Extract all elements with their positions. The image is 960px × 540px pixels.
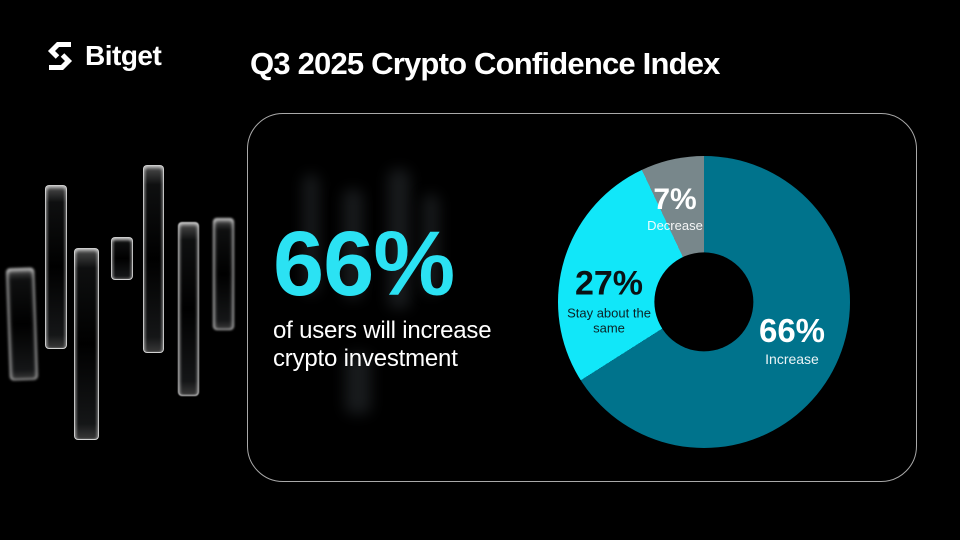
page-title: Q3 2025 Crypto Confidence Index: [250, 46, 720, 81]
headline-block: 66% of users will increase crypto invest…: [273, 218, 533, 373]
headline-caption-line-1: of users will increase: [273, 317, 492, 344]
segment-label-increase: 66% Increase: [758, 311, 826, 367]
blurred-bar: [343, 189, 363, 299]
brand-logo: Bitget: [44, 40, 162, 72]
segment-label-stay-about-the-same: 27% Stay about the same: [559, 264, 659, 336]
donut-hole: [654, 252, 754, 352]
segment-name: Increase: [765, 350, 819, 367]
glass-bar: [45, 185, 67, 349]
headline-caption: of users will increase crypto investment: [273, 317, 533, 373]
glass-bar: [74, 248, 99, 440]
segment-name: Stay about the same: [567, 305, 651, 336]
glass-bar: [178, 222, 199, 396]
brand-wordmark: Bitget: [85, 40, 162, 71]
glass-bar: [111, 237, 133, 280]
segment-value: 66%: [758, 311, 826, 349]
blurred-bar: [423, 194, 439, 294]
segment-name: Decrease: [647, 217, 703, 233]
info-card: 66% of users will increase crypto invest…: [247, 113, 917, 482]
glass-bar: [143, 165, 164, 353]
donut-chart-container: 66% Increase 27% Stay about the same 7% …: [558, 156, 850, 448]
segment-value: 27%: [574, 264, 644, 303]
blurred-bar: [345, 354, 371, 414]
segment-label-decrease: 7% Decrease: [647, 184, 703, 232]
blurred-bar: [303, 174, 319, 294]
segment-value: 7%: [653, 182, 697, 216]
glass-bar: [6, 267, 38, 381]
bitget-logo-icon: [44, 40, 76, 72]
headline-caption-line-2: crypto investment: [273, 345, 458, 372]
glass-bar: [213, 218, 234, 330]
blurred-bar: [388, 169, 410, 309]
headline-value: 66%: [273, 213, 455, 315]
